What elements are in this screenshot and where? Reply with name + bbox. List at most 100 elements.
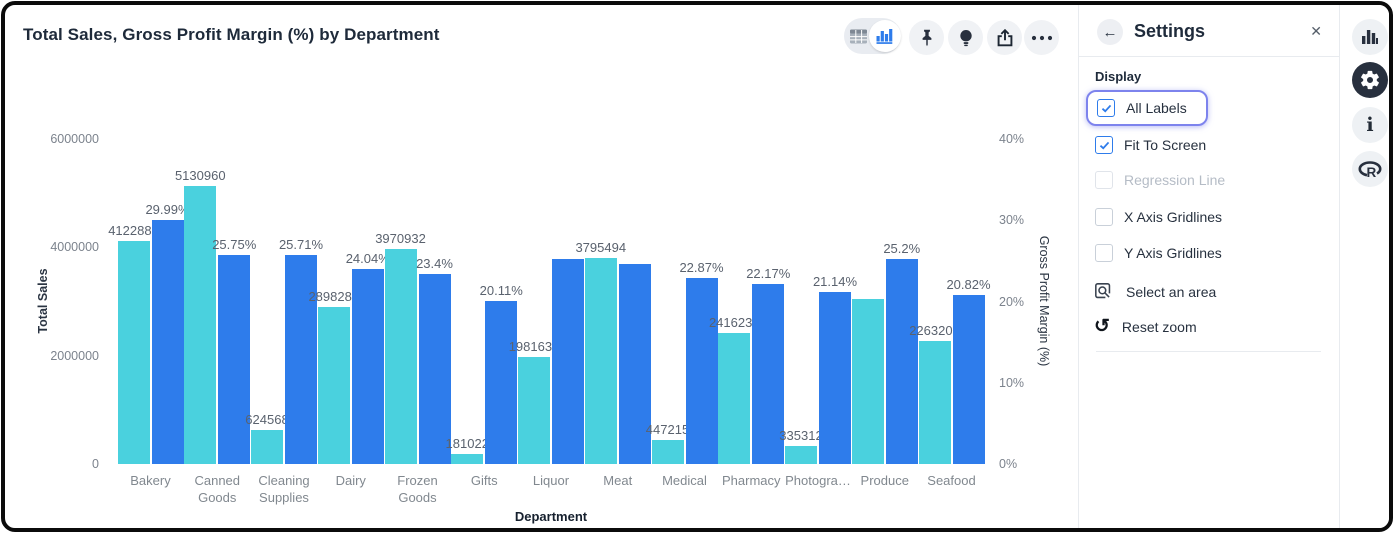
chart-view-button[interactable] xyxy=(869,20,901,52)
checkbox[interactable] xyxy=(1095,243,1113,262)
total-sales-bar-medical[interactable] xyxy=(651,439,684,464)
table-view-button[interactable] xyxy=(844,18,872,54)
checkbox-row-x-axis-gridlines[interactable]: X Axis Gridlines xyxy=(1095,207,1222,227)
back-button[interactable]: ← xyxy=(1097,19,1123,45)
gpm-bar-canned-goods[interactable] xyxy=(218,254,251,464)
data-label: 3970932 xyxy=(375,230,426,246)
gpm-bar-medical[interactable] xyxy=(685,278,718,464)
gpm-bar-dairy[interactable] xyxy=(351,268,384,464)
info-icon: i xyxy=(1366,114,1374,136)
data-label: 24.04% xyxy=(345,250,390,266)
data-label: 447215 xyxy=(645,421,690,437)
total-sales-bar-bakery[interactable] xyxy=(117,240,150,464)
r-logo-button[interactable]: R xyxy=(1352,151,1388,187)
x-axis-tick: Liquor xyxy=(532,473,570,488)
data-label: 21.14% xyxy=(812,274,858,290)
settings-title: Settings xyxy=(1134,21,1206,41)
total-sales-bar-seafood[interactable] xyxy=(918,341,951,464)
data-label: 25.2% xyxy=(883,241,921,257)
total-sales-bar-dairy[interactable] xyxy=(317,307,350,464)
left-axis-ticks: 0 2000000 4000000 6000000 xyxy=(5,65,105,528)
gpm-bar-frozen-goods[interactable] xyxy=(418,273,451,464)
panel-divider xyxy=(1078,5,1079,528)
checkbox[interactable] xyxy=(1095,136,1113,154)
total-sales-bar-produce[interactable] xyxy=(851,299,884,464)
right-axis-tick: 40% xyxy=(999,132,1025,146)
gpm-bar-seafood[interactable] xyxy=(952,294,985,464)
gpm-bar-gifts[interactable] xyxy=(485,300,518,464)
total-sales-bar-liquor[interactable] xyxy=(518,356,550,464)
settings-gear-button[interactable] xyxy=(1352,62,1388,98)
more-options-button[interactable] xyxy=(1024,20,1059,55)
data-label: 25.71% xyxy=(278,237,324,253)
checkbox-label: All Labels xyxy=(1126,100,1187,116)
data-label: 23.4% xyxy=(416,255,453,271)
back-arrow-icon: ← xyxy=(1102,23,1118,41)
reset-zoom-button[interactable]: ↺ Reset zoom xyxy=(1094,316,1197,338)
data-label: 2416230 xyxy=(708,315,760,331)
chart-toolbar xyxy=(5,5,1078,65)
checkbox-row-regression-line[interactable]: Regression Line xyxy=(1095,170,1225,190)
pin-button[interactable] xyxy=(909,20,944,55)
settings-panel: ← Settings ✕ Display All Labels Fit To Sc… xyxy=(1078,5,1339,528)
more-options-icon xyxy=(1031,35,1053,41)
gpm-bar-cleaning-supplies[interactable] xyxy=(285,255,317,464)
x-axis-tick: Seafood xyxy=(927,473,976,488)
gpm-bar-photogra-[interactable] xyxy=(819,292,851,464)
checkbox-row-all-labels[interactable]: All Labels xyxy=(1086,90,1208,126)
x-axis-tick: Dairy xyxy=(335,473,366,488)
checkbox[interactable] xyxy=(1095,207,1113,226)
gpm-bar-pharmacy[interactable] xyxy=(752,283,785,464)
data-label: 2263205 xyxy=(909,323,960,339)
chart-type-icon xyxy=(1361,29,1379,45)
data-label: 335312 xyxy=(779,427,823,443)
right-axis-tick: 0% xyxy=(999,457,1018,471)
r-logo-icon: R xyxy=(1358,158,1382,180)
chart-type-button[interactable] xyxy=(1352,19,1388,55)
settings-header: ← Settings ✕ xyxy=(1078,5,1339,56)
total-sales-bar-canned-goods[interactable] xyxy=(184,186,217,464)
data-label: 20.11% xyxy=(479,282,523,298)
view-toggle[interactable] xyxy=(844,18,901,54)
data-label: 181022 xyxy=(445,436,489,452)
select-area-icon xyxy=(1094,282,1114,302)
total-sales-bar-cleaning-supplies[interactable] xyxy=(251,430,283,464)
select-an-area-button[interactable]: Select an area xyxy=(1094,281,1216,303)
total-sales-bar-pharmacy[interactable] xyxy=(718,333,751,464)
tool-label: Reset zoom xyxy=(1121,319,1197,335)
x-axis-tick: Cleaning Supplies xyxy=(258,473,310,505)
gpm-bar-liquor[interactable] xyxy=(552,259,584,464)
left-axis-tick: 6000000 xyxy=(50,132,99,146)
data-label: 1981634 xyxy=(508,338,560,354)
total-sales-bar-gifts[interactable] xyxy=(451,454,484,464)
info-button[interactable]: i xyxy=(1352,107,1388,143)
insights-bulb-icon xyxy=(955,27,977,49)
insights-bulb-button[interactable] xyxy=(948,20,983,55)
chart-panel: Total Sales, Gross Profit Margin (%) by … xyxy=(5,5,1078,528)
checkbox[interactable] xyxy=(1095,171,1113,189)
left-axis-tick: 4000000 xyxy=(50,240,99,255)
data-label: 25.75% xyxy=(212,236,257,252)
export-button[interactable] xyxy=(987,20,1022,55)
x-axis-tick: Meat xyxy=(603,473,633,488)
checkbox-label: Regression Line xyxy=(1124,172,1226,188)
right-axis-title: Gross Profit Margin (%) xyxy=(1037,235,1051,367)
total-sales-bar-frozen-goods[interactable] xyxy=(384,248,417,464)
total-sales-bar-meat[interactable] xyxy=(584,258,617,464)
x-axis-tick: Medical xyxy=(662,473,707,488)
data-label: 5130960 xyxy=(174,168,226,184)
close-button[interactable]: ✕ xyxy=(1310,23,1322,39)
settings-gear-icon xyxy=(1359,69,1381,91)
checkbox-row-fit-to-screen[interactable]: Fit To Screen xyxy=(1095,135,1206,155)
data-label: 22.17% xyxy=(746,265,791,281)
checkbox[interactable] xyxy=(1097,99,1115,117)
bars-layer: 4122881 29.99% 5130960 25.75% 624568 25.71% 28… xyxy=(108,139,991,464)
checkbox-row-y-axis-gridlines[interactable]: Y Axis Gridlines xyxy=(1095,243,1222,263)
gpm-bar-produce[interactable] xyxy=(885,259,918,464)
checkbox-label: Y Axis Gridlines xyxy=(1124,244,1222,261)
left-axis-tick: 2000000 xyxy=(50,348,99,363)
gpm-bar-meat[interactable] xyxy=(618,264,651,464)
gpm-bar-bakery[interactable] xyxy=(151,220,184,464)
total-sales-bar-photogra-[interactable] xyxy=(785,445,817,464)
